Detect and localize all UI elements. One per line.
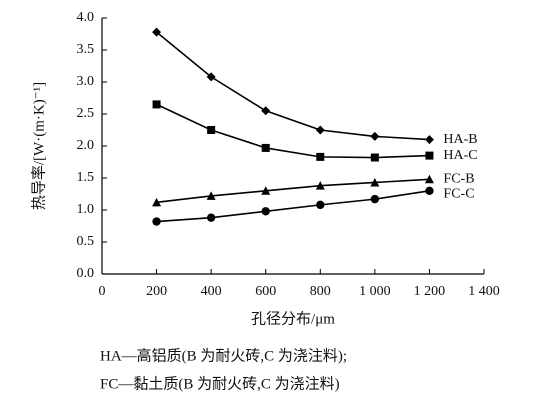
y-tick-label: 0.0 (77, 266, 95, 281)
marker (316, 200, 325, 210)
x-tick-label: 800 (310, 284, 331, 299)
y-tick-label: 3.5 (77, 42, 95, 57)
y-tick-label: 3.0 (77, 74, 95, 89)
marker (152, 197, 162, 207)
series-line (156, 178, 430, 204)
series-label: FC-C (443, 186, 474, 201)
y-tick-label: 0.5 (77, 234, 95, 249)
marker (261, 207, 270, 216)
marker (424, 174, 434, 184)
y-axis-label: 热导率/[W·(m·K)⁻¹] (30, 82, 47, 210)
marker (261, 106, 271, 116)
y-tick-label: 4.0 (77, 10, 95, 25)
marker (207, 126, 216, 134)
note: HA—高铝质(B 为耐火砖,C 为浇注料); (100, 347, 347, 364)
y-tick-label: 2.0 (77, 138, 95, 153)
marker (152, 27, 162, 37)
y-tick-label: 2.5 (77, 106, 95, 121)
marker (370, 177, 380, 187)
series-label: FC-B (443, 171, 474, 186)
marker (152, 217, 161, 226)
x-tick-label: 200 (146, 284, 167, 299)
x-tick-label: 1 000 (359, 284, 391, 299)
series-label: HA-C (443, 148, 477, 163)
y-tick-label: 1.5 (77, 170, 95, 185)
series-line (156, 190, 430, 223)
y-tick-label: 1.0 (77, 202, 95, 217)
x-tick-label: 400 (201, 284, 222, 299)
marker (370, 153, 379, 162)
x-tick-label: 0 (99, 284, 106, 299)
marker (425, 186, 434, 195)
series-label: HA-B (443, 132, 477, 147)
marker (424, 135, 434, 145)
marker (261, 143, 270, 152)
series-line (156, 103, 430, 159)
marker (370, 131, 380, 141)
series-line (156, 31, 430, 141)
x-axis-label: 孔径分布/μm (251, 310, 335, 327)
marker (425, 151, 434, 160)
marker (206, 191, 216, 200)
x-tick-label: 1 400 (468, 284, 500, 299)
x-tick-label: 600 (255, 284, 276, 299)
marker (206, 72, 216, 82)
marker (370, 194, 380, 204)
marker (152, 100, 161, 109)
marker (315, 181, 325, 190)
marker (316, 152, 325, 161)
marker (206, 213, 216, 222)
marker (315, 125, 325, 135)
marker (261, 186, 271, 195)
note: FC—黏土质(B 为耐火砖,C 为浇注料) (100, 375, 340, 392)
x-tick-label: 1 200 (414, 284, 446, 299)
